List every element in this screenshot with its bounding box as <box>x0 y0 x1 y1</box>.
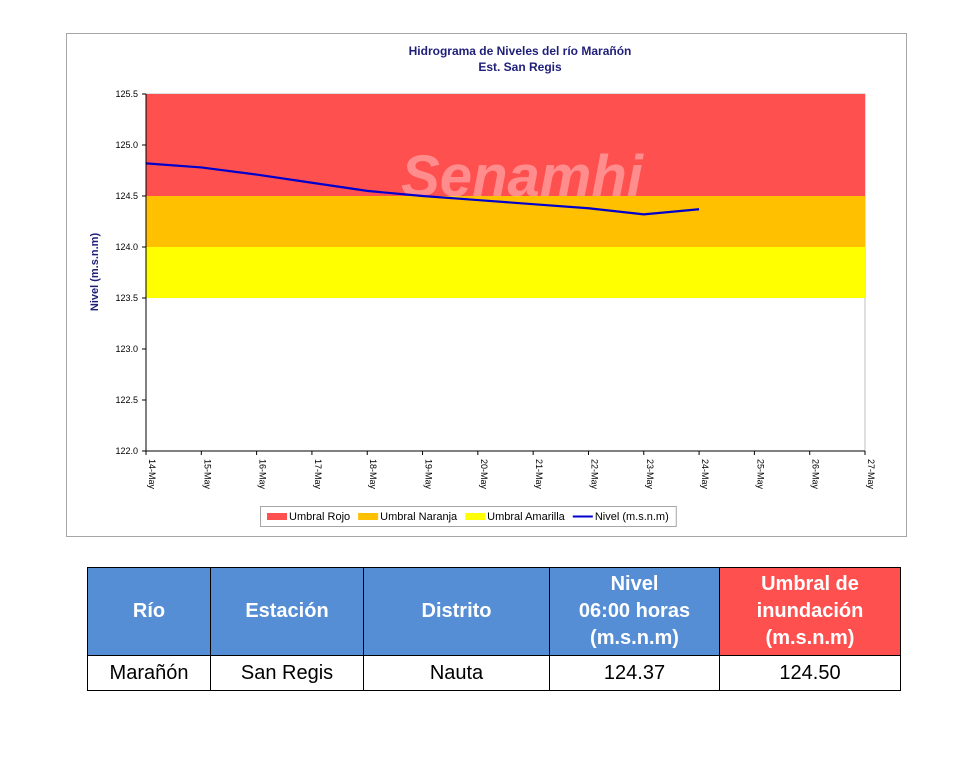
legend-swatch <box>267 513 287 520</box>
legend-swatch <box>358 513 379 520</box>
chart-title: Hidrograma de Niveles del río Marañón <box>409 44 632 58</box>
watermark: Senamhi <box>401 144 645 209</box>
cell: San Regis <box>210 655 364 691</box>
row: Marañón San Regis Nauta 124.37 124.50 <box>87 655 901 691</box>
plot: Senamhi 122.0 122.5 123.0 123.5 124.0 124.5 125… <box>115 89 876 527</box>
y-tick-label: 125.5 <box>115 89 138 99</box>
y-tick-label: 122.5 <box>115 395 138 405</box>
x-tick-label: 14-May <box>147 459 157 490</box>
x-tick-label: 23-May <box>645 459 655 490</box>
header-cell: Distrito <box>363 567 550 656</box>
header-cell: Río <box>87 567 211 656</box>
legend-label: Umbral Naranja <box>380 511 458 523</box>
header-row: Río Estación Distrito Nivel 06:00 horas … <box>87 567 901 656</box>
table: Río Estación Distrito Nivel 06:00 horas … <box>87 567 901 691</box>
header-cell: Umbral de inundación (m.s.n.m) <box>719 567 901 656</box>
x-tick-label: 20-May <box>479 459 489 490</box>
legend-label: Umbral Amarilla <box>487 511 566 523</box>
threshold-band <box>146 196 865 247</box>
x-tick-label: 18-May <box>368 459 378 490</box>
legend-label: Umbral Rojo <box>289 511 350 523</box>
x-tick-label: 24-May <box>700 459 710 490</box>
legend: Umbral Rojo Umbral Naranja Umbral Amarilla… <box>260 506 677 527</box>
chart: Hidrograma de Niveles del río Marañón Es… <box>66 33 907 537</box>
header-cell: Estación <box>210 567 364 656</box>
y-tick-label: 124.5 <box>115 191 138 201</box>
x-tick-label: 26-May <box>811 459 821 490</box>
legend-label: Nivel (m.s.n.m) <box>595 511 669 523</box>
x-tick-label: 25-May <box>755 459 765 490</box>
y-tick-label: 123.0 <box>115 344 138 354</box>
x-tick-label: 15-May <box>202 459 212 490</box>
x-tick-label: 17-May <box>313 459 323 490</box>
y-axis-label: Nivel (m.s.n.m) <box>89 233 101 312</box>
threshold-band <box>146 247 865 298</box>
y-tick-label: 123.5 <box>115 293 138 303</box>
level-line <box>145 162 700 216</box>
x-tick-label: 16-May <box>258 459 268 490</box>
cell: 124.50 <box>719 655 901 691</box>
threshold-band <box>146 94 865 196</box>
cell: 124.37 <box>549 655 720 691</box>
cell: Nauta <box>363 655 550 691</box>
cell: Marañón <box>87 655 211 691</box>
x-tick-label: 19-May <box>424 459 434 490</box>
header-cell: Nivel 06:00 horas (m.s.n.m) <box>549 567 720 656</box>
x-tick-label: 21-May <box>534 459 544 490</box>
y-tick-label: 125.0 <box>115 140 138 150</box>
chart-subtitle: Est. San Regis <box>478 60 562 74</box>
x-tick-label: 22-May <box>589 459 599 490</box>
y-tick-label: 122.0 <box>115 446 138 456</box>
y-tick-label: 124.0 <box>115 242 138 252</box>
legend-swatch <box>465 513 486 520</box>
x-tick-label: 27-May <box>866 459 876 490</box>
